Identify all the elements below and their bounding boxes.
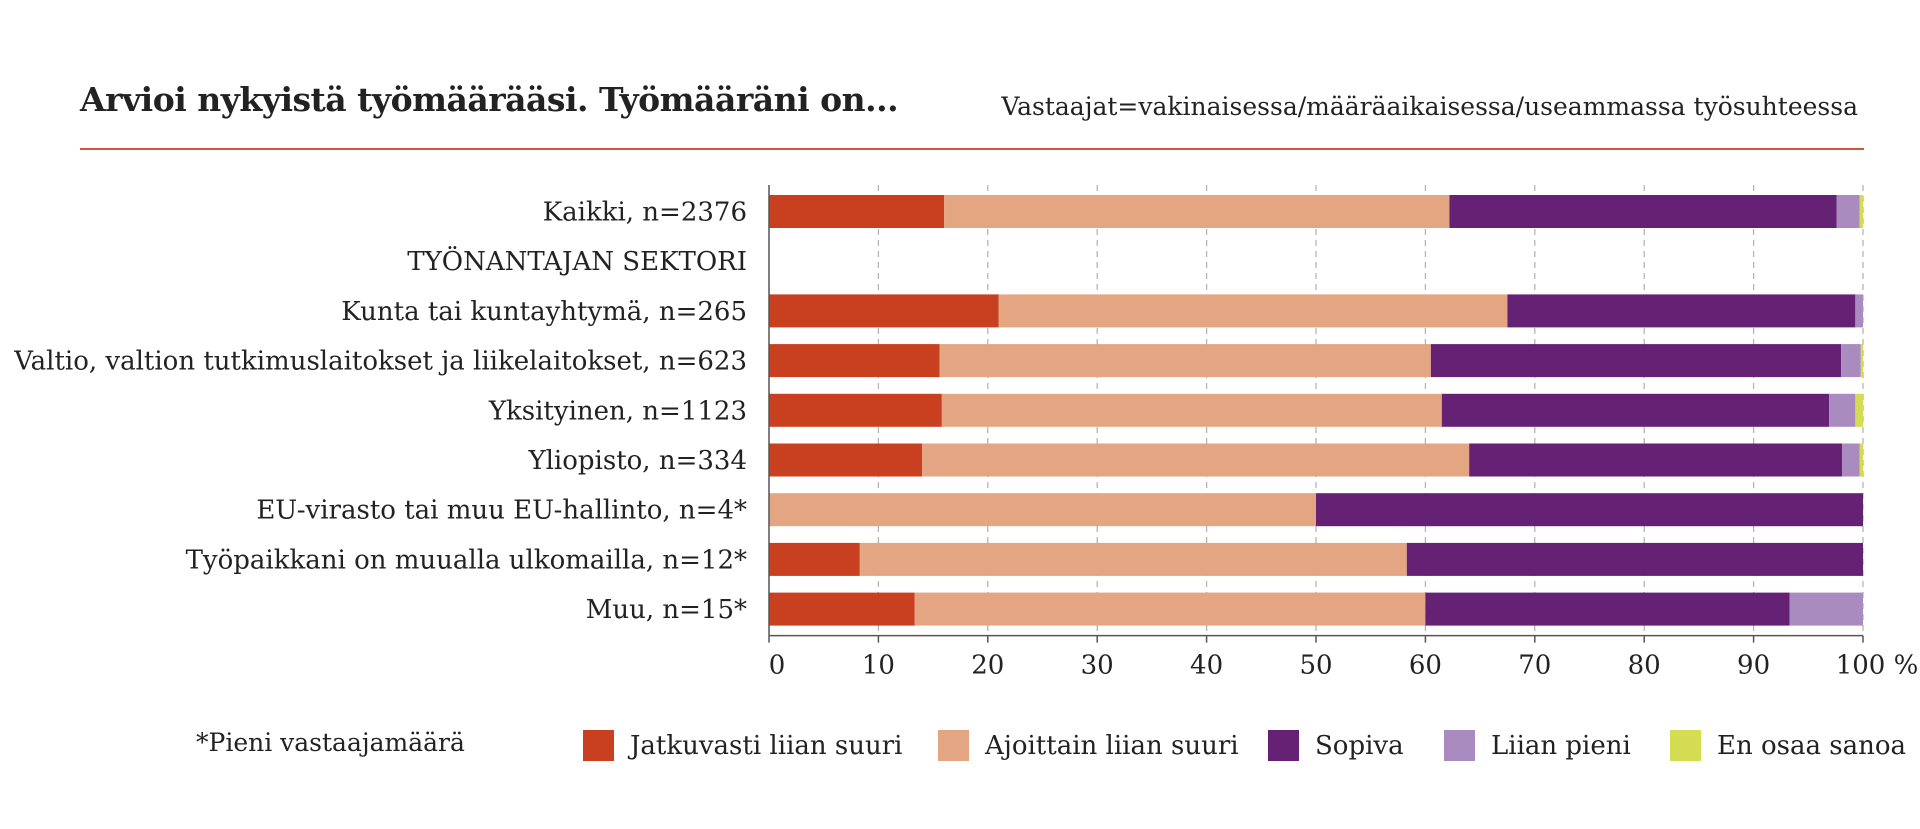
legend-item-liian-pieni: Liian pieni [1444, 730, 1631, 761]
bar-segment [1860, 344, 1863, 378]
bar-segment [769, 294, 999, 328]
bar-segment [1855, 393, 1863, 427]
title-divider [80, 148, 1864, 150]
category-label: Muu, n=15* [586, 595, 747, 625]
legend-swatch [583, 730, 614, 761]
x-tick-label: 60 [1409, 651, 1442, 681]
x-tick-label: 10 [862, 651, 895, 681]
x-tick-label: 0 [769, 651, 786, 681]
bar-segment [1859, 443, 1863, 477]
bar-segment [1469, 443, 1843, 477]
x-tick-label: 20 [971, 651, 1004, 681]
x-tick-label: 90 [1737, 651, 1770, 681]
bar-segment [769, 592, 915, 626]
category-label: Yliopisto, n=334 [527, 446, 747, 476]
category-label: TYÖNANTAJAN SEKTORI [407, 245, 747, 277]
bar-segment [1855, 294, 1863, 328]
legend-swatch [938, 730, 969, 761]
category-label: Valtio, valtion tutkimuslaitokset ja lii… [13, 347, 747, 377]
legend-swatch [1670, 730, 1701, 761]
footnote: *Pieni vastaajamäärä [196, 728, 465, 757]
bar-segment [1829, 393, 1856, 427]
bar-segment [1836, 195, 1860, 228]
bar-segment [944, 195, 1450, 228]
x-tick-label: 80 [1628, 651, 1661, 681]
category-label: Kaikki, n=2376 [543, 198, 747, 228]
bar-segment [1449, 195, 1837, 228]
bar-segment [939, 344, 1431, 378]
x-tick-label: 40 [1190, 651, 1223, 681]
legend-item-en-osaa-sanoa: En osaa sanoa [1670, 730, 1906, 761]
category-label: EU-virasto tai muu EU-hallinto, n=4* [256, 496, 747, 526]
bar-segment [1859, 195, 1863, 228]
legend-label: Jatkuvasti liian suuri [630, 730, 903, 761]
bar-segment [998, 294, 1508, 328]
legend-label: En osaa sanoa [1717, 730, 1906, 761]
bar-segment [914, 592, 1426, 626]
legend-item-ajoittain: Ajoittain liian suuri [938, 730, 1239, 761]
bar-segment [769, 344, 940, 378]
bar-segment [769, 542, 860, 576]
x-tick-label: 70 [1518, 651, 1551, 681]
bar-segment [1841, 344, 1861, 378]
bar-segment [1406, 542, 1863, 576]
bar-segment [1430, 344, 1842, 378]
legend-item-sopiva: Sopiva [1268, 730, 1404, 761]
bar-segment [769, 443, 923, 477]
legend-swatch [1444, 730, 1475, 761]
chart-subtitle: Vastaajat=vakinaisessa/määräaikaisessa/u… [1001, 92, 1858, 121]
x-tick-label: 50 [1299, 651, 1332, 681]
legend-swatch [1268, 730, 1299, 761]
category-label: Yksityinen, n=1123 [488, 396, 747, 426]
legend-label: Ajoittain liian suuri [985, 730, 1239, 761]
bar-segment [1441, 393, 1830, 427]
x-tick-label: 30 [1081, 651, 1114, 681]
category-label: Työpaikkani on muualla ulkomailla, n=12* [186, 545, 747, 575]
bar-segment [769, 195, 945, 228]
legend-item-jatkuvasti: Jatkuvasti liian suuri [583, 730, 902, 761]
bar-segment [1316, 493, 1863, 527]
bar-segment [769, 493, 1316, 527]
legend-label: Sopiva [1315, 730, 1404, 761]
x-tick-label: 100 % [1836, 651, 1919, 681]
bar-segment [1842, 443, 1860, 477]
legend-label: Liian pieni [1491, 730, 1631, 761]
category-label: Kunta tai kuntayhtymä, n=265 [341, 297, 747, 327]
bar-segment [1507, 294, 1856, 328]
bar-segment [941, 393, 1442, 427]
bar-segment [1425, 592, 1790, 626]
chart-title: Arvioi nykyistä työmäärääsi. Työmääräni … [80, 80, 899, 119]
bar-segment [922, 443, 1470, 477]
bar-segment [1789, 592, 1863, 626]
bar-segment [769, 393, 942, 427]
stacked-bar-chart: Kaikki, n=2376 TYÖNANTAJAN SEKTORI Kunta t… [13, 185, 1919, 681]
bar-segment [859, 542, 1407, 576]
